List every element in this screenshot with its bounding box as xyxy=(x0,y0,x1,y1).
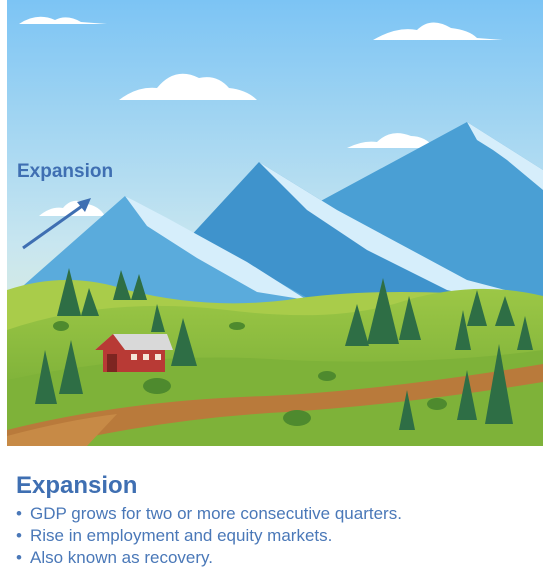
bullet-dot: • xyxy=(16,504,22,523)
cloud xyxy=(373,22,503,40)
dirt-path xyxy=(7,364,543,446)
cloud xyxy=(39,200,105,216)
cloud xyxy=(119,73,257,100)
illustration-label: Expansion xyxy=(17,161,113,182)
caption-title: Expansion xyxy=(16,472,138,499)
caption-bullet-list: • GDP grows for two or more consecutive q… xyxy=(16,503,536,569)
bullet-text: Rise in employment and equity markets. xyxy=(30,526,333,545)
bullet-dot: • xyxy=(16,526,22,545)
cloud xyxy=(347,133,435,148)
bullet-text: Also known as recovery. xyxy=(30,548,213,567)
bullet-text: GDP grows for two or more consecutive qu… xyxy=(30,504,402,523)
dirt-path xyxy=(7,414,117,446)
trend-arrow-icon xyxy=(22,198,91,250)
bullet-dot: • xyxy=(16,548,22,567)
bush xyxy=(53,321,447,426)
landscape-illustration: Expansion xyxy=(7,0,543,446)
cloud xyxy=(19,16,107,24)
landscape-svg: Expansion xyxy=(7,0,543,446)
barn xyxy=(95,334,173,372)
list-item: • Also known as recovery. xyxy=(16,547,536,569)
caption-panel: Expansion • GDP grows for two or more con… xyxy=(16,471,536,569)
list-item: • Rise in employment and equity markets. xyxy=(16,525,536,547)
list-item: • GDP grows for two or more consecutive q… xyxy=(16,503,536,525)
tree xyxy=(35,268,533,430)
